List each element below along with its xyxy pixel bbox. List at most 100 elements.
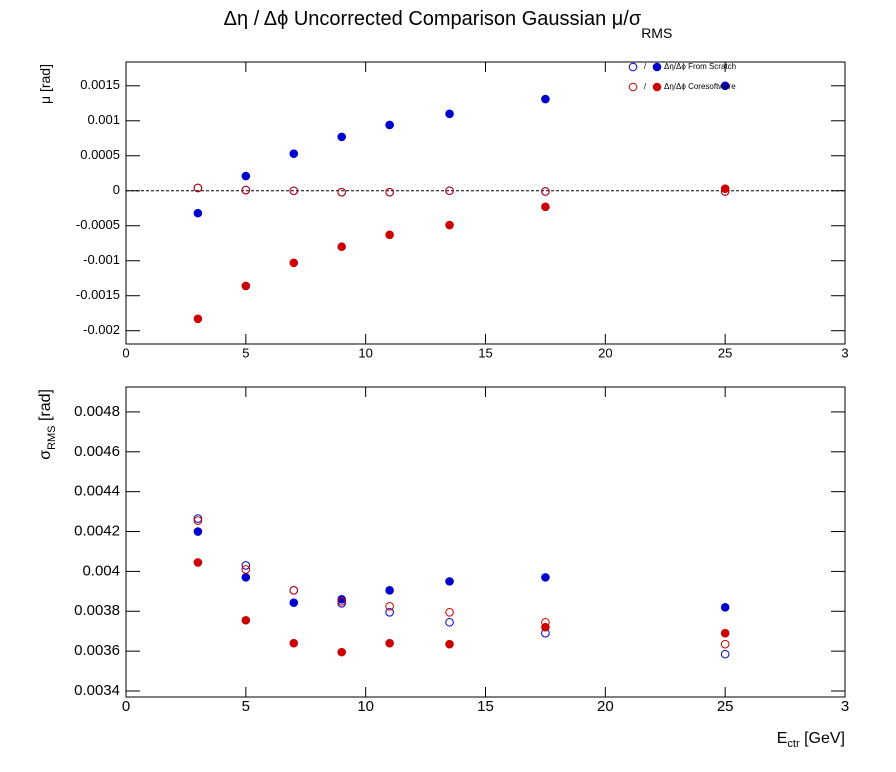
open-marker — [445, 617, 454, 627]
filled-marker — [337, 647, 347, 657]
open-marker — [385, 187, 394, 197]
y-tick-label: 0.0038 — [74, 602, 120, 619]
y-tick-label: -0.0005 — [76, 217, 120, 232]
filled-marker — [289, 598, 299, 608]
legend-separator: / — [644, 82, 647, 91]
y-tick-label: -0.002 — [83, 322, 120, 337]
filled-marker — [289, 258, 299, 268]
filled-marker — [445, 577, 454, 586]
legend-separator: / — [644, 62, 647, 71]
x-tick-label: 10 — [358, 345, 372, 360]
y-label-main: μ [rad] — [37, 64, 53, 104]
open-marker — [289, 586, 299, 595]
y-label-sub: RMS — [46, 425, 58, 449]
filled-marker — [289, 149, 299, 158]
filled-marker — [445, 639, 454, 649]
plot-frame — [125, 386, 846, 698]
open-marker — [241, 565, 251, 574]
open-marker — [720, 649, 730, 659]
x-tick-label: 20 — [598, 345, 612, 360]
x-axis-label: Ectr [GeV] — [777, 730, 845, 750]
filled-marker — [445, 220, 454, 230]
y-axis-label: σRMS [rad] — [37, 389, 58, 460]
plot-frame — [125, 61, 846, 345]
open-marker — [241, 185, 251, 195]
x-tick-label: 5 — [242, 698, 250, 715]
page-title: Δη / Δϕ Uncorrected Comparison Gaussian … — [224, 8, 673, 40]
filled-marker — [385, 120, 394, 130]
x-tick-label: 25 — [718, 345, 732, 360]
open-marker — [193, 516, 203, 525]
open-marker — [385, 607, 394, 617]
filled-marker — [541, 573, 550, 582]
filled-marker — [541, 202, 550, 212]
y-axis-label: μ [rad] — [37, 64, 53, 104]
filled-marker — [193, 314, 203, 324]
y-tick-label: 0.0048 — [74, 403, 120, 420]
filled-marker — [241, 615, 251, 625]
x-tick-label: 25 — [717, 698, 734, 715]
y-tick-label: -0.0015 — [76, 287, 120, 302]
y-tick-label: 0.0015 — [80, 77, 120, 92]
filled-marker — [193, 558, 203, 567]
y-label-suffix: [rad] — [37, 389, 54, 425]
filled-marker — [193, 208, 203, 218]
filled-marker — [541, 622, 550, 632]
filled-marker — [385, 230, 394, 240]
legend-marker — [628, 62, 638, 72]
x-tick-label: 10 — [357, 698, 374, 715]
legend-marker — [652, 62, 662, 72]
open-marker — [289, 186, 299, 196]
x-tick-label: 0 — [122, 345, 129, 360]
y-tick-label: 0.0034 — [74, 682, 120, 699]
y-tick-label: 0.0005 — [80, 147, 120, 162]
y-tick-label: 0.001 — [87, 112, 120, 127]
filled-marker — [289, 638, 299, 648]
y-tick-label: 0.0042 — [74, 523, 120, 540]
x-tick-label: 3 — [841, 345, 848, 360]
filled-marker — [193, 527, 203, 536]
y-tick-label: 0.0044 — [74, 483, 120, 500]
x-tick-label: 15 — [478, 345, 492, 360]
filled-marker — [445, 109, 454, 119]
open-marker — [541, 187, 550, 196]
filled-marker — [720, 628, 730, 638]
x-tick-label: 0 — [122, 698, 130, 715]
filled-marker — [720, 184, 730, 193]
filled-marker — [241, 281, 251, 291]
x-tick-label: 3 — [841, 698, 849, 715]
open-marker — [445, 186, 454, 196]
x-tick-label: 5 — [242, 345, 249, 360]
y-tick-label: -0.001 — [83, 252, 120, 267]
title-main: Δη / Δϕ Uncorrected Comparison Gaussian … — [224, 8, 642, 30]
filled-marker — [337, 132, 347, 142]
filled-marker — [720, 602, 730, 612]
open-marker — [385, 601, 394, 611]
filled-marker — [337, 242, 347, 252]
x-tick-label: 20 — [597, 698, 614, 715]
y-tick-label: 0.0036 — [74, 642, 120, 659]
legend-marker — [652, 82, 662, 92]
filled-marker — [541, 94, 550, 104]
filled-marker — [241, 573, 251, 582]
filled-marker — [720, 81, 730, 91]
title-sub: RMS — [641, 25, 672, 41]
open-marker — [193, 183, 203, 193]
y-tick-label: 0 — [113, 182, 120, 197]
x-tick-label: 15 — [477, 698, 494, 715]
x-label-sub: ctr — [787, 738, 800, 750]
open-marker — [720, 639, 730, 649]
open-marker — [445, 607, 454, 617]
open-marker — [337, 597, 347, 606]
legend-label: Δη/Δϕ Coresoftware — [664, 82, 736, 91]
x-label-suffix: [GeV] — [800, 730, 845, 747]
filled-marker — [385, 638, 394, 648]
open-marker — [337, 187, 347, 197]
y-tick-label: 0.004 — [82, 562, 120, 579]
x-label-main: E — [777, 730, 788, 747]
open-marker — [241, 561, 251, 570]
filled-marker — [385, 586, 394, 595]
legend-label: Δη/Δϕ From Scratch — [664, 62, 736, 71]
y-tick-label: 0.0046 — [74, 443, 120, 460]
